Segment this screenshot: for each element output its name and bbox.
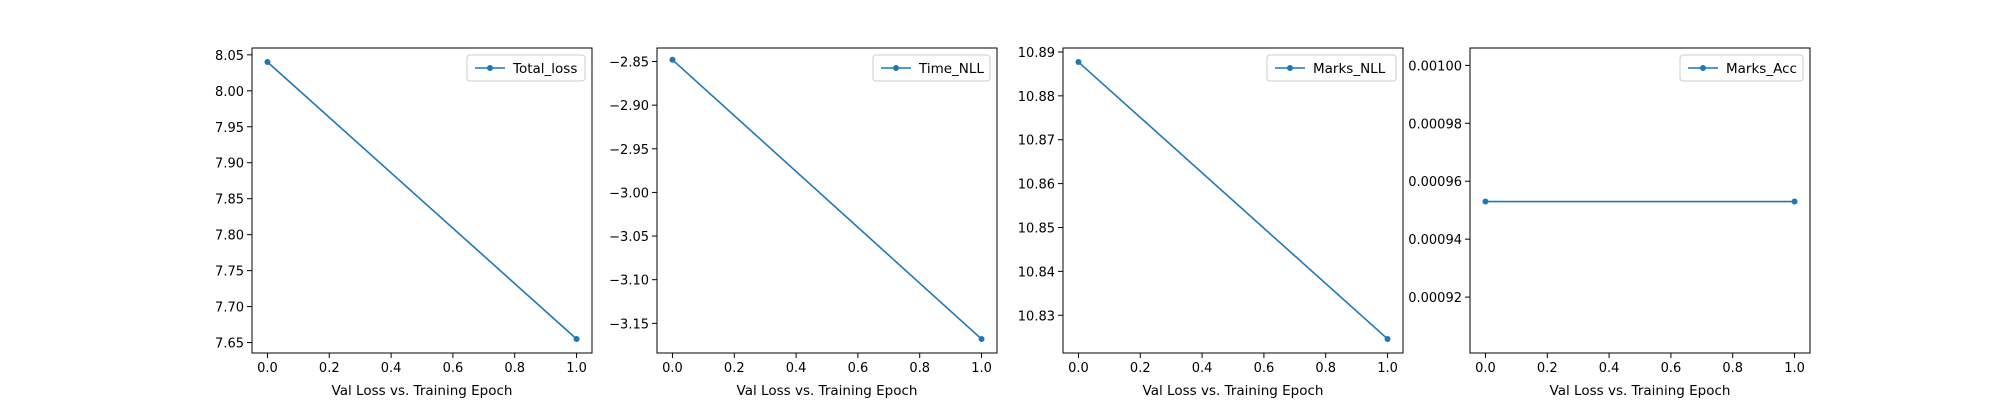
y-tick-label: −3.10 bbox=[609, 274, 649, 289]
y-tick-label: 8.00 bbox=[215, 85, 244, 100]
x-tick-label: 1.0 bbox=[971, 361, 992, 376]
y-tick-label: 0.00094 bbox=[1408, 233, 1462, 248]
y-tick-label: 8.05 bbox=[215, 49, 244, 64]
chart-panel-3: 0.0 0.2 0.4 0.6 0.8 1.0 10.83 10.84 10.85 10.86 10… bbox=[1018, 46, 1404, 399]
x-axis-label: Val Loss vs. Training Epoch bbox=[737, 383, 918, 399]
y-tick-label: 7.80 bbox=[215, 229, 244, 244]
y-tick-label: −3.15 bbox=[609, 317, 649, 332]
legend: Time_NLL bbox=[872, 54, 991, 82]
x-tick-label: 0.2 bbox=[724, 361, 745, 376]
x-axis-label: Val Loss vs. Training Epoch bbox=[1143, 383, 1324, 399]
x-tick-label: 1.0 bbox=[1377, 361, 1398, 376]
legend-box bbox=[872, 54, 991, 82]
chart-panel-1: 0.0 0.2 0.4 0.6 0.8 1.0 7.65 7.70 7.75 7.80 7.85 7.… bbox=[215, 47, 593, 399]
y-tick-label: −2.95 bbox=[609, 143, 649, 158]
x-tick-label: 0.2 bbox=[319, 361, 340, 376]
y-tick-label: 10.85 bbox=[1018, 221, 1055, 236]
y-tick-label: 7.65 bbox=[215, 337, 244, 352]
legend: Marks_NLL bbox=[1266, 54, 1397, 82]
y-tick-label: −3.05 bbox=[609, 230, 649, 245]
legend: Marks_Acc bbox=[1679, 54, 1804, 82]
x-tick-label: 0.2 bbox=[1130, 361, 1151, 376]
y-tick-label: 7.75 bbox=[215, 265, 244, 280]
x-tick-label: 0.4 bbox=[1192, 361, 1213, 376]
data-point bbox=[1384, 335, 1391, 342]
x-axis-label: Val Loss vs. Training Epoch bbox=[1550, 383, 1731, 399]
x-tick-label: 0.2 bbox=[1537, 361, 1558, 376]
y-tick-label: 10.88 bbox=[1018, 90, 1055, 105]
chart-panel-2: 0.0 0.2 0.4 0.6 0.8 1.0 −3.15 −3.10 −3.05 −3.00 −2… bbox=[609, 47, 998, 399]
x-tick-label: 0.8 bbox=[504, 361, 525, 376]
x-tick-label: 0.6 bbox=[1661, 361, 1682, 376]
legend-label: Total_loss bbox=[512, 61, 577, 77]
legend-marker bbox=[487, 65, 493, 71]
chart-panel-4: 0.0 0.2 0.4 0.6 0.8 1.0 0.00092 0.00094 0.00096 0… bbox=[1408, 47, 1811, 399]
legend-box bbox=[1266, 54, 1397, 82]
y-tick-label: 10.83 bbox=[1018, 309, 1055, 324]
x-tick-label: 0.4 bbox=[381, 361, 402, 376]
x-axis-label: Val Loss vs. Training Epoch bbox=[332, 383, 513, 399]
legend-marker bbox=[893, 65, 899, 71]
data-point bbox=[669, 56, 676, 63]
data-point bbox=[1791, 198, 1798, 205]
y-tick-label: 10.86 bbox=[1018, 178, 1055, 193]
axes-frame bbox=[1062, 47, 1404, 354]
series-line bbox=[671, 59, 983, 340]
legend-label: Time_NLL bbox=[918, 61, 984, 77]
y-tick-label: −2.90 bbox=[609, 99, 649, 114]
data-point bbox=[1075, 59, 1082, 66]
legend-marker bbox=[1287, 65, 1293, 71]
axes-frame bbox=[251, 47, 593, 354]
axes-frame bbox=[656, 47, 998, 354]
x-tick-label: 0.8 bbox=[909, 361, 930, 376]
axes-frame bbox=[1469, 47, 1811, 354]
x-tick-label: 0.0 bbox=[662, 361, 683, 376]
x-tick-label: 1.0 bbox=[1784, 361, 1805, 376]
y-tick-label: 0.00098 bbox=[1408, 117, 1462, 132]
legend: Total_loss bbox=[466, 54, 586, 82]
y-tick-label: −3.00 bbox=[609, 186, 649, 201]
series-line bbox=[1077, 61, 1389, 340]
series-line bbox=[266, 61, 578, 340]
y-tick-label: 7.95 bbox=[215, 121, 244, 136]
legend-label: Marks_NLL bbox=[1313, 61, 1386, 77]
y-tick-label: −2.85 bbox=[609, 56, 649, 71]
y-tick-label: 10.87 bbox=[1018, 134, 1055, 149]
x-tick-label: 0.6 bbox=[1254, 361, 1275, 376]
x-tick-label: 0.8 bbox=[1315, 361, 1336, 376]
data-point bbox=[264, 59, 271, 66]
data-point bbox=[1482, 198, 1489, 205]
y-tick-label: 7.90 bbox=[215, 157, 244, 172]
x-tick-label: 0.6 bbox=[443, 361, 464, 376]
legend-box bbox=[466, 54, 586, 82]
legend-label: Marks_Acc bbox=[1726, 61, 1797, 77]
x-tick-label: 1.0 bbox=[566, 361, 587, 376]
x-tick-label: 0.4 bbox=[786, 361, 807, 376]
y-tick-label: 7.85 bbox=[215, 193, 244, 208]
y-tick-label: 10.84 bbox=[1018, 265, 1055, 280]
legend-box bbox=[1679, 54, 1804, 82]
x-tick-label: 0.0 bbox=[257, 361, 278, 376]
x-tick-label: 0.4 bbox=[1599, 361, 1620, 376]
y-tick-label: 7.70 bbox=[215, 301, 244, 316]
y-tick-label: 0.00100 bbox=[1408, 59, 1462, 74]
legend-marker bbox=[1700, 65, 1706, 71]
y-tick-label: 10.89 bbox=[1018, 46, 1055, 61]
x-tick-label: 0.0 bbox=[1068, 361, 1089, 376]
data-point bbox=[573, 335, 580, 342]
data-point bbox=[978, 336, 985, 343]
x-tick-label: 0.0 bbox=[1475, 361, 1496, 376]
x-tick-label: 0.8 bbox=[1722, 361, 1743, 376]
y-tick-label: 0.00096 bbox=[1408, 175, 1462, 190]
y-tick-label: 0.00092 bbox=[1408, 291, 1462, 306]
x-tick-label: 0.6 bbox=[848, 361, 869, 376]
